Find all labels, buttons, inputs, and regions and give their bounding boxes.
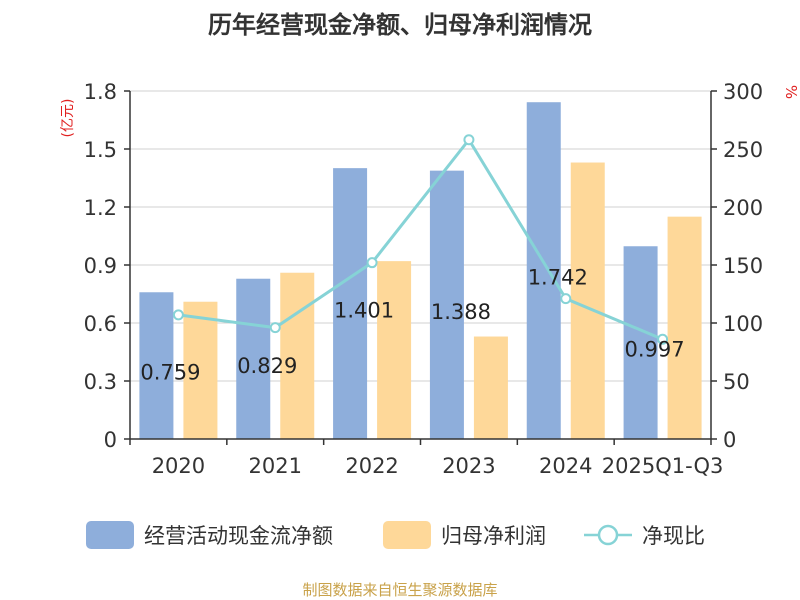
x-axis-tick-label: 2024 (539, 454, 592, 478)
right-axis-tick-label: 250 (723, 138, 763, 162)
left-axis-tick-label: 1.5 (84, 138, 117, 162)
cashflow-data-label: 0.997 (625, 338, 685, 362)
profit-bar (473, 336, 508, 439)
legend-label-profit: 归母净利润 (441, 524, 546, 548)
axes: 0 0.3 0.6 0.9 1.2 1.5 1.8 0 50 100 150 200 250 300 202… (84, 80, 764, 478)
data-labels: 0.759 0.829 1.401 1.388 1.742 0.997 (140, 266, 684, 385)
left-axis-tick-label: 0.9 (84, 254, 117, 278)
ratio-point (463, 134, 475, 146)
cashflow-bar (429, 170, 464, 440)
cashflow-bar (236, 278, 271, 439)
ratio-point (172, 309, 184, 321)
left-axis-tick-label: 1.8 (84, 80, 117, 104)
legend-label-cashflow: 经营活动现金流净额 (144, 524, 333, 548)
ratio-point (657, 333, 669, 345)
right-axis-tick-label: 200 (723, 196, 763, 220)
ratio-point (560, 293, 572, 305)
legend: 经营活动现金流净额 归母净利润 净现比 (86, 521, 705, 549)
legend-marker-ratio (597, 524, 619, 546)
ratio-line-path (178, 137, 664, 341)
right-axis-tick-label: 0 (723, 428, 736, 452)
left-axis-tick-label: 0 (104, 428, 117, 452)
cashflow-data-label: 1.388 (431, 300, 491, 324)
cashflow-bar (333, 168, 368, 439)
legend-label-ratio: 净现比 (642, 524, 705, 548)
x-axis-tick-label: 2023 (442, 454, 495, 478)
profit-bar (280, 272, 315, 439)
right-axis-tick-label: 150 (723, 254, 763, 278)
cashflow-bar (623, 246, 658, 439)
right-axis-tick-label: 50 (723, 370, 750, 394)
x-axis-tick-label: 2021 (249, 454, 302, 478)
ratio-line (172, 134, 669, 345)
left-axis-tick-label: 1.2 (84, 196, 117, 220)
ratio-point (366, 257, 378, 269)
right-axis-tick-label: 100 (723, 312, 763, 336)
legend-swatch-cashflow (86, 521, 134, 549)
source-note: 制图数据来自恒生聚源数据库 (302, 581, 497, 599)
cashflow-bar (139, 292, 174, 439)
right-axis-tick-label: 300 (723, 80, 763, 104)
cashflow-data-label: 1.401 (334, 299, 394, 323)
right-axis-unit: % (782, 85, 800, 99)
profit-bar (667, 216, 702, 439)
ratio-point (269, 322, 281, 334)
left-axis-tick-label: 0.3 (84, 370, 117, 394)
chart-title: 历年经营现金净额、归母净利润情况 (208, 11, 592, 39)
cashflow-bar (526, 102, 561, 440)
x-axis-tick-label: 2025Q1-Q3 (602, 454, 724, 478)
cashflow-data-label: 0.829 (237, 354, 297, 378)
bars (139, 102, 702, 440)
cashflow-data-label: 1.742 (528, 266, 588, 290)
legend-swatch-profit (383, 521, 431, 549)
x-axis-tick-label: 2020 (152, 454, 205, 478)
profit-bar (377, 261, 412, 439)
x-axis-tick-label: 2022 (345, 454, 398, 478)
left-axis-unit: (亿元) (60, 99, 76, 138)
profit-bar (570, 162, 605, 440)
left-axis-tick-label: 0.6 (84, 312, 117, 336)
profit-bar (183, 301, 218, 439)
cashflow-data-label: 0.759 (140, 361, 200, 385)
gridlines (130, 90, 711, 382)
